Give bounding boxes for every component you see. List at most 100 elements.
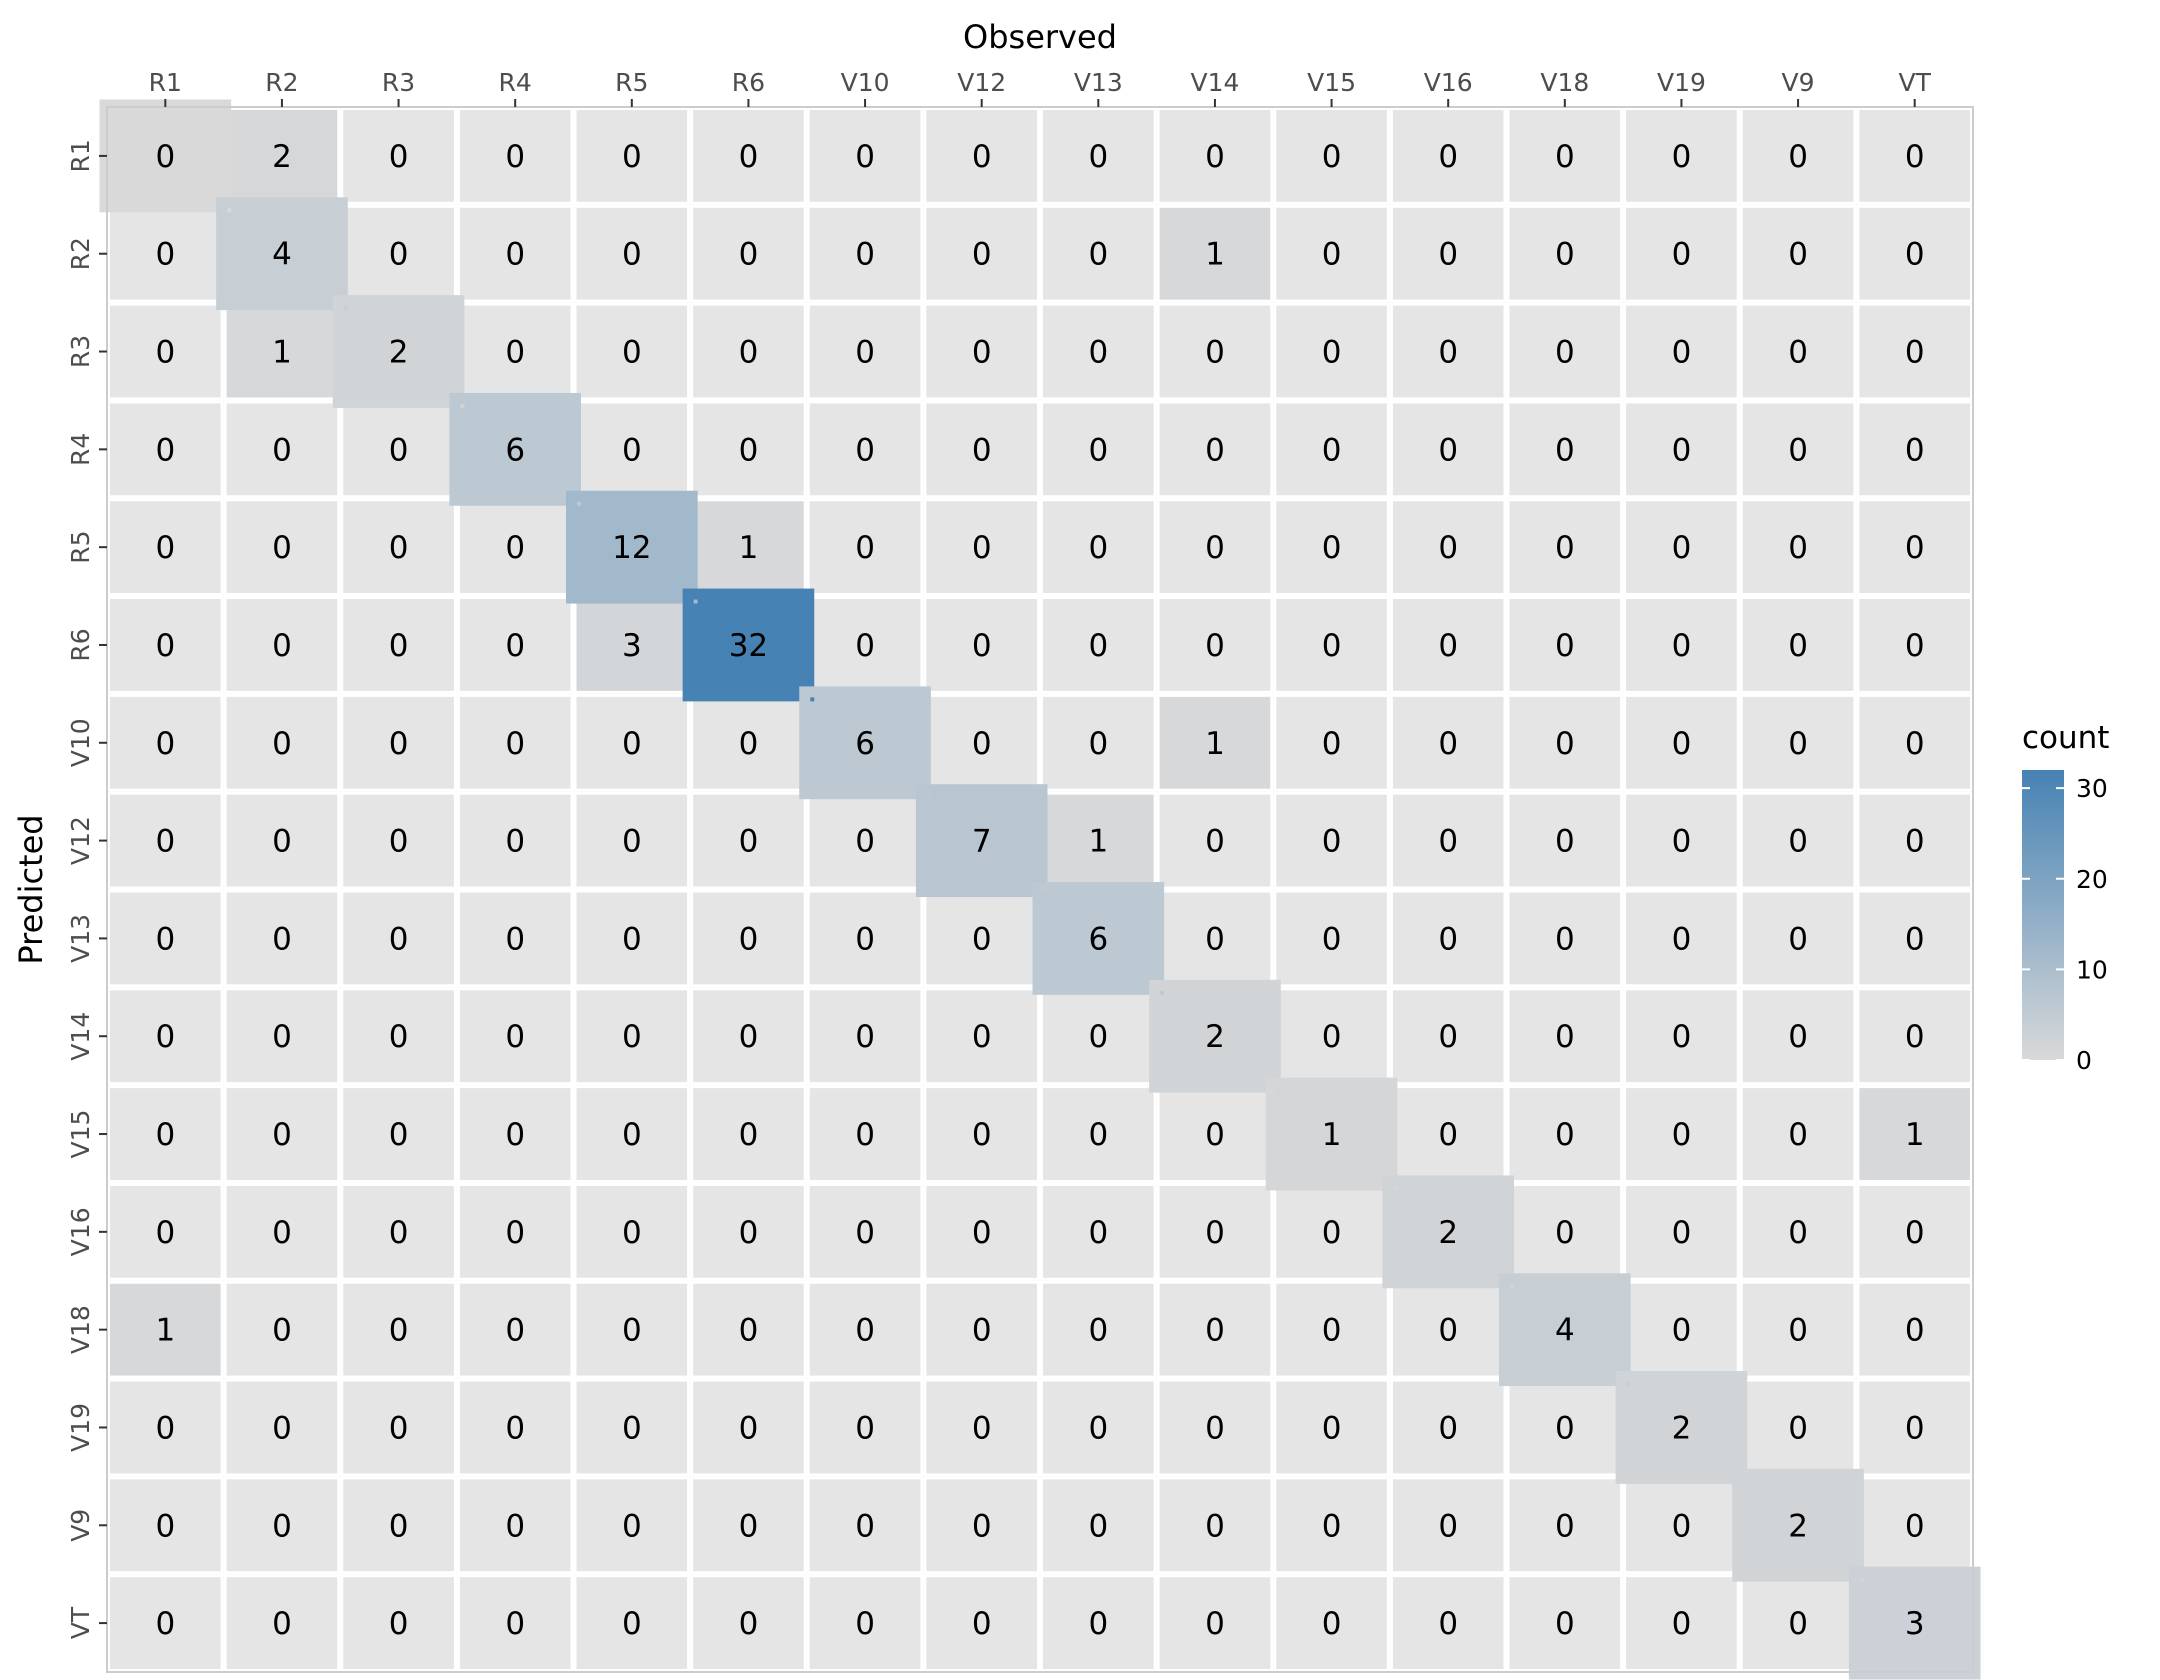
heatmap-cell — [1273, 498, 1390, 597]
cell-value-label: 0 — [855, 335, 875, 371]
cell-value-label: 0 — [1322, 1606, 1342, 1642]
heatmap-cell — [1156, 596, 1274, 694]
y-tick-label: VT — [66, 1606, 95, 1639]
heatmap-cell — [223, 987, 341, 1086]
cell-value-label: 0 — [855, 237, 875, 273]
x-tick-label: VT — [1899, 68, 1932, 97]
cell-value-label: 0 — [505, 1508, 525, 1544]
heatmap-cell — [107, 1476, 224, 1575]
heatmap-cell — [1739, 596, 1857, 694]
cell-value-label: 2 — [389, 335, 409, 371]
heatmap-cell — [1040, 204, 1157, 303]
cell-value-label: 0 — [1788, 628, 1808, 664]
heatmap-cell — [1040, 1476, 1157, 1575]
heatmap-cell — [1856, 1378, 1973, 1477]
heatmap-cell — [1506, 400, 1624, 499]
diagonal-highlight-box — [915, 784, 1048, 897]
heatmap-cell — [107, 693, 224, 792]
heatmap-cell — [340, 1476, 457, 1575]
cell-value-label: 0 — [855, 1117, 875, 1153]
y-tick-label: V13 — [66, 914, 95, 963]
heatmap-cell — [1506, 889, 1624, 988]
cell-value-label: 0 — [1555, 237, 1575, 273]
cell-value-label: 0 — [622, 1410, 642, 1446]
diagonal-highlight-box — [1615, 1371, 1748, 1484]
x-tick-label: R5 — [615, 68, 648, 97]
heatmap-cell — [1040, 596, 1157, 694]
cell-value-label: 0 — [739, 726, 759, 762]
cell-value-label: 0 — [622, 921, 642, 957]
cell-value-label: 0 — [622, 1019, 642, 1055]
heatmap-cell — [1389, 1476, 1507, 1575]
cell-value-label: 0 — [505, 335, 525, 371]
heatmap-cell — [1389, 1574, 1507, 1672]
cell-value-label: 0 — [739, 921, 759, 957]
heatmap-cell — [1623, 693, 1740, 792]
cell-value-label: 0 — [1672, 1313, 1692, 1349]
y-tick-label: V16 — [66, 1207, 95, 1256]
diagonal-highlight-box — [332, 295, 465, 408]
y-tick-label: R3 — [66, 335, 95, 368]
heatmap-cell — [1040, 1378, 1157, 1477]
heatmap-cell — [690, 1085, 807, 1183]
cell-value-label: 1 — [1205, 237, 1225, 273]
cell-value-label: 0 — [389, 432, 409, 468]
cell-value-label: 0 — [1555, 1508, 1575, 1544]
cell-value-label: 0 — [1555, 726, 1575, 762]
cell-value-label: 0 — [1322, 921, 1342, 957]
cell-value-label: 0 — [155, 335, 175, 371]
heatmap-cell — [923, 302, 1040, 401]
heatmap-cell — [1389, 302, 1507, 401]
cell-value-label: 0 — [155, 628, 175, 664]
cell-value-label: 0 — [622, 824, 642, 860]
heatmap-cell — [340, 107, 457, 205]
cell-value-label: 0 — [1905, 1215, 1925, 1251]
heatmap-cell — [1156, 204, 1274, 303]
heatmap-cell — [1389, 1085, 1507, 1183]
heatmap-cell — [806, 204, 924, 303]
heatmap-cell — [1739, 1085, 1857, 1183]
heatmap-cell — [690, 889, 807, 988]
cell-value-label: 0 — [739, 1215, 759, 1251]
heatmap-cell — [1389, 791, 1507, 890]
heatmap-cell — [1506, 596, 1624, 694]
heatmap-cell — [690, 1378, 807, 1477]
cell-value-label: 0 — [1438, 432, 1458, 468]
cell-value-label: 0 — [389, 530, 409, 566]
heatmap-cell — [223, 400, 341, 499]
cell-value-label: 0 — [389, 628, 409, 664]
cell-value-label: 0 — [1905, 1410, 1925, 1446]
heatmap-cell — [107, 889, 224, 988]
cell-value-label: 0 — [505, 237, 525, 273]
cell-value-label: 0 — [1905, 1508, 1925, 1544]
cell-value-label: 0 — [622, 139, 642, 175]
heatmap-cell — [223, 1280, 341, 1379]
heatmap-cell — [573, 1085, 691, 1183]
cell-value-label: 0 — [1088, 335, 1108, 371]
heatmap-cell — [1856, 1182, 1973, 1281]
cell-value-label: 0 — [505, 726, 525, 762]
heatmap-cell — [1273, 1476, 1390, 1575]
cell-value-label: 1 — [1905, 1117, 1925, 1153]
cell-value-label: 0 — [1205, 921, 1225, 957]
cell-value-label: 0 — [1088, 237, 1108, 273]
heatmap-cell — [107, 987, 224, 1086]
cell-value-label: 0 — [1438, 530, 1458, 566]
cell-value-label: 0 — [1788, 530, 1808, 566]
heatmap-cell — [1273, 302, 1390, 401]
heatmap-cell — [1623, 204, 1740, 303]
cell-value-label: 0 — [1205, 1606, 1225, 1642]
heatmap-cell — [107, 1182, 224, 1281]
cell-value-label: 0 — [1205, 824, 1225, 860]
cell-value-label: 7 — [972, 824, 992, 860]
cell-value-label: 2 — [272, 139, 292, 175]
heatmap-cell — [1623, 1182, 1740, 1281]
x-tick-label: V14 — [1190, 68, 1239, 97]
cell-value-label: 0 — [1088, 139, 1108, 175]
cell-value-label: 0 — [972, 139, 992, 175]
heatmap-cell — [573, 400, 691, 499]
heatmap-cell — [923, 1085, 1040, 1183]
heatmap-cell — [806, 1378, 924, 1477]
cell-value-label: 0 — [1555, 921, 1575, 957]
heatmap-cell — [1856, 1085, 1973, 1183]
